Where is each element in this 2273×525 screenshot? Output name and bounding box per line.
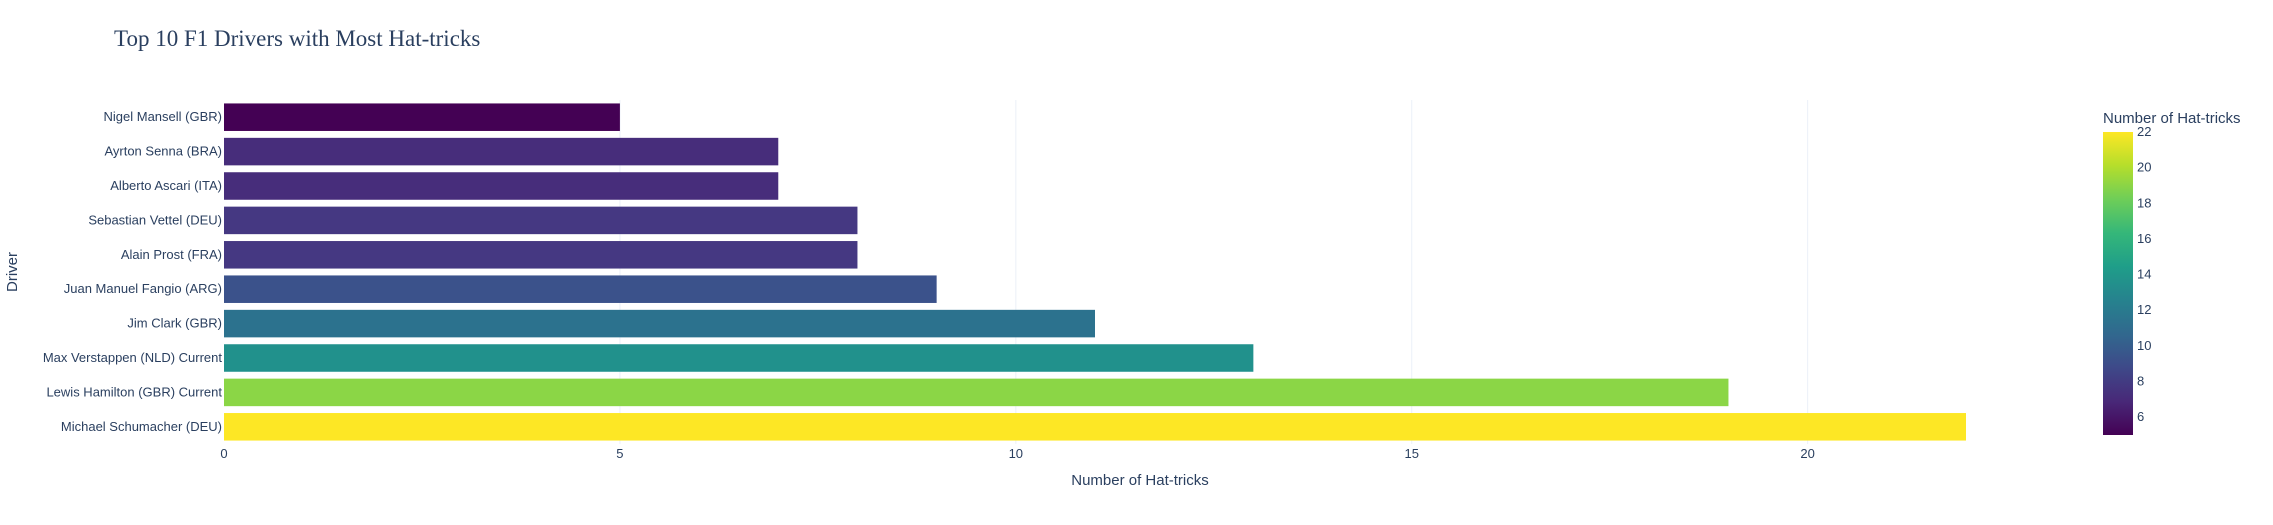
y-tick-label: Lewis Hamilton (GBR) Current	[46, 384, 222, 399]
y-tick-label: Max Verstappen (NLD) Current	[43, 350, 223, 365]
colorbar-tick-label: 12	[2137, 302, 2151, 317]
colorbar-tick-label: 20	[2137, 160, 2151, 175]
colorbar-tick-label: 14	[2137, 267, 2151, 282]
y-tick-label: Alberto Ascari (ITA)	[110, 178, 222, 193]
bar	[224, 172, 779, 200]
bar	[224, 309, 1095, 338]
chart-title: Top 10 F1 Drivers with Most Hat-tricks	[114, 26, 481, 51]
colorbar-tick-label: 22	[2137, 124, 2151, 139]
bar	[224, 103, 620, 131]
colorbar-tick-label: 6	[2137, 409, 2144, 424]
y-tick-label: Nigel Mansell (GBR)	[104, 109, 222, 124]
y-tick-label: Jim Clark (GBR)	[127, 316, 222, 331]
x-tick-label: 10	[1009, 446, 1023, 461]
x-tick-label: 5	[616, 446, 623, 461]
colorbar-gradient	[2103, 132, 2133, 435]
bars	[224, 103, 1966, 441]
colorbar-tick-label: 10	[2137, 338, 2151, 353]
x-tick-label: 20	[1800, 446, 1814, 461]
x-axis-title: Number of Hat-tricks	[1071, 472, 1209, 489]
bar	[224, 413, 1966, 441]
colorbar: Number of Hat-tricks 6 8 10 12 14 16 18 20 22	[2103, 110, 2241, 435]
y-tick-label: Juan Manuel Fangio (ARG)	[64, 281, 222, 296]
y-tick-label: Sebastian Vettel (DEU)	[88, 212, 222, 227]
y-tick-label: Ayrton Senna (BRA)	[104, 144, 222, 159]
colorbar-tick-label: 16	[2137, 231, 2151, 246]
y-tick-label: Michael Schumacher (DEU)	[61, 419, 222, 434]
colorbar-tick-label: 18	[2137, 195, 2151, 210]
bar	[224, 344, 1254, 372]
bar	[224, 378, 1729, 407]
x-tick-label: 15	[1404, 446, 1418, 461]
x-tick-label: 0	[220, 446, 227, 461]
y-tick-label: Alain Prost (FRA)	[121, 247, 222, 262]
colorbar-tick-labels: 6 8 10 12 14 16 18 20 22	[2137, 124, 2151, 424]
x-tick-labels: 0 5 10 15 20	[220, 446, 1814, 461]
y-axis-title: Driver	[4, 252, 21, 292]
bar	[224, 241, 858, 269]
bar	[224, 275, 937, 303]
bar	[224, 137, 779, 166]
colorbar-tick-label: 8	[2137, 374, 2144, 389]
y-tick-labels: Michael Schumacher (DEU) Lewis Hamilton (…	[43, 109, 223, 434]
colorbar-title: Number of Hat-tricks	[2103, 110, 2241, 127]
bar	[224, 206, 858, 235]
